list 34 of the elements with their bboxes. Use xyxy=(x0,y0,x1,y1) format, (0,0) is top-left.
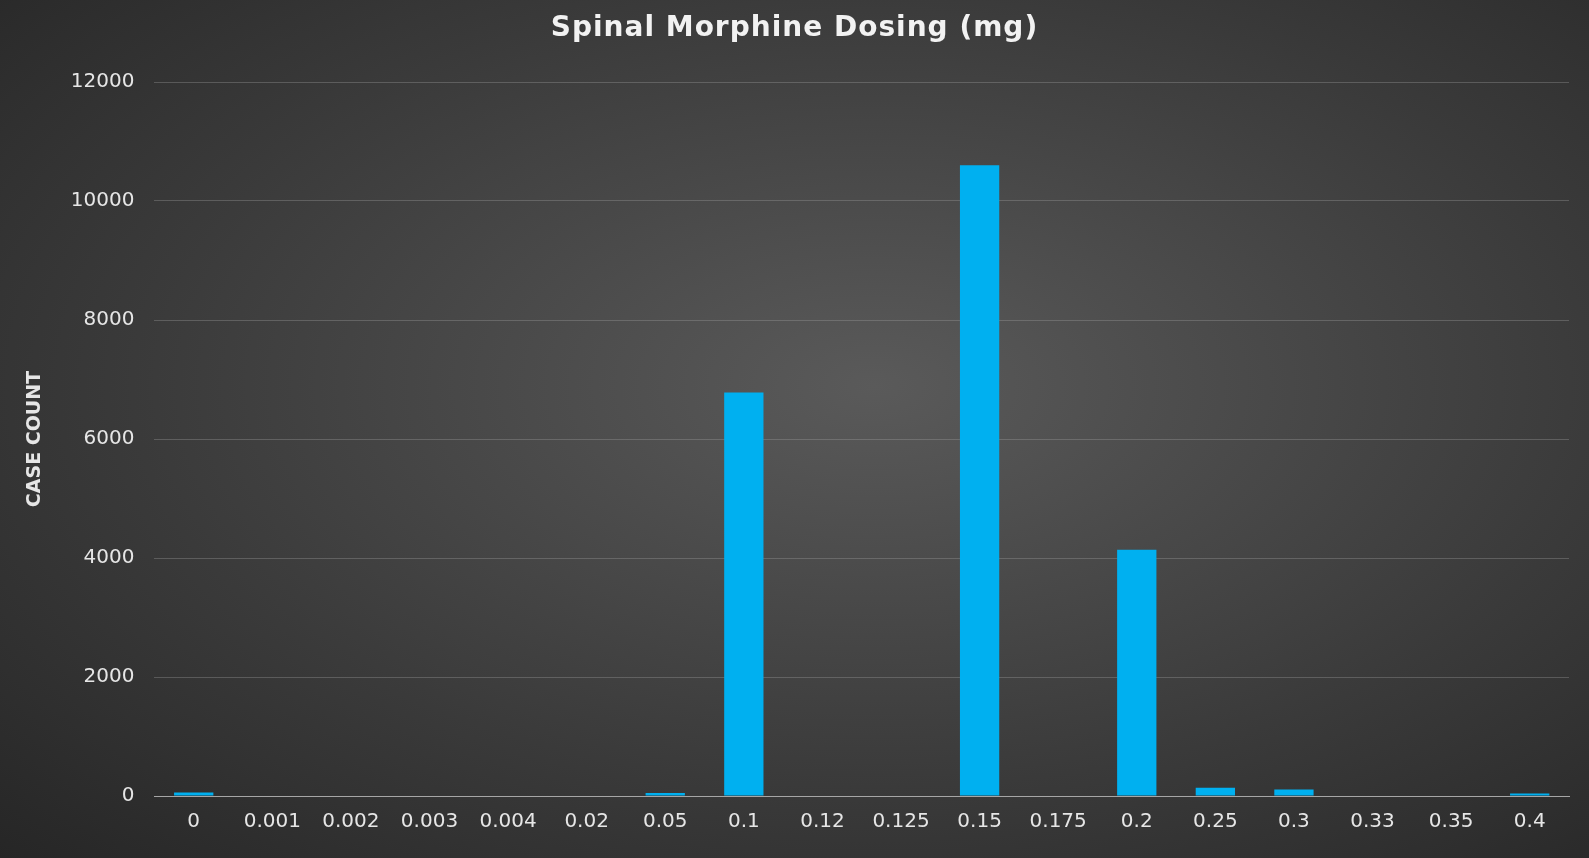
x-tick-label: 0.15 xyxy=(957,808,1002,833)
y-tick-label: 4000 xyxy=(83,544,135,569)
x-tick-label: 0.004 xyxy=(479,808,537,833)
y-tick-label: 0 xyxy=(121,782,135,807)
bar xyxy=(645,793,685,796)
x-tick-label: 0 xyxy=(187,808,201,833)
x-tick-label: 0.12 xyxy=(800,808,845,833)
bar xyxy=(959,165,1000,796)
x-tick-label: 0.002 xyxy=(322,808,380,833)
bar xyxy=(1117,549,1157,796)
x-tick-label: 0.4 xyxy=(1513,808,1546,833)
y-tick-label: 6000 xyxy=(83,425,135,450)
x-tick-label: 0.1 xyxy=(727,808,760,833)
x-tick-label: 0.35 xyxy=(1428,808,1474,833)
x-tick-label: 0.25 xyxy=(1193,808,1238,833)
y-tick-label: 2000 xyxy=(83,663,135,688)
x-tick-label: 0.003 xyxy=(400,808,459,833)
x-tick-label: 0.2 xyxy=(1120,808,1153,833)
y-tick-label: 10000 xyxy=(70,187,135,212)
y-tick-label: 12000 xyxy=(70,68,135,93)
x-tick-label: 0.02 xyxy=(564,808,609,833)
y-tick-label: 8000 xyxy=(83,306,135,331)
x-tick-label: 0.125 xyxy=(872,808,930,833)
x-tick-label: 0.33 xyxy=(1350,808,1395,833)
chart-title: Spinal Morphine Dosing (mg) xyxy=(549,10,1040,43)
bar xyxy=(174,792,214,796)
bar xyxy=(1274,789,1314,796)
y-axis-title: CASE COUNT xyxy=(22,370,45,508)
x-tick-label: 0.3 xyxy=(1278,808,1310,833)
x-tick-label: 0.175 xyxy=(1029,808,1087,833)
bar xyxy=(1195,787,1235,796)
x-tick-label: 0.001 xyxy=(243,808,301,833)
bar xyxy=(724,392,764,796)
x-tick-label: 0.05 xyxy=(642,808,688,833)
